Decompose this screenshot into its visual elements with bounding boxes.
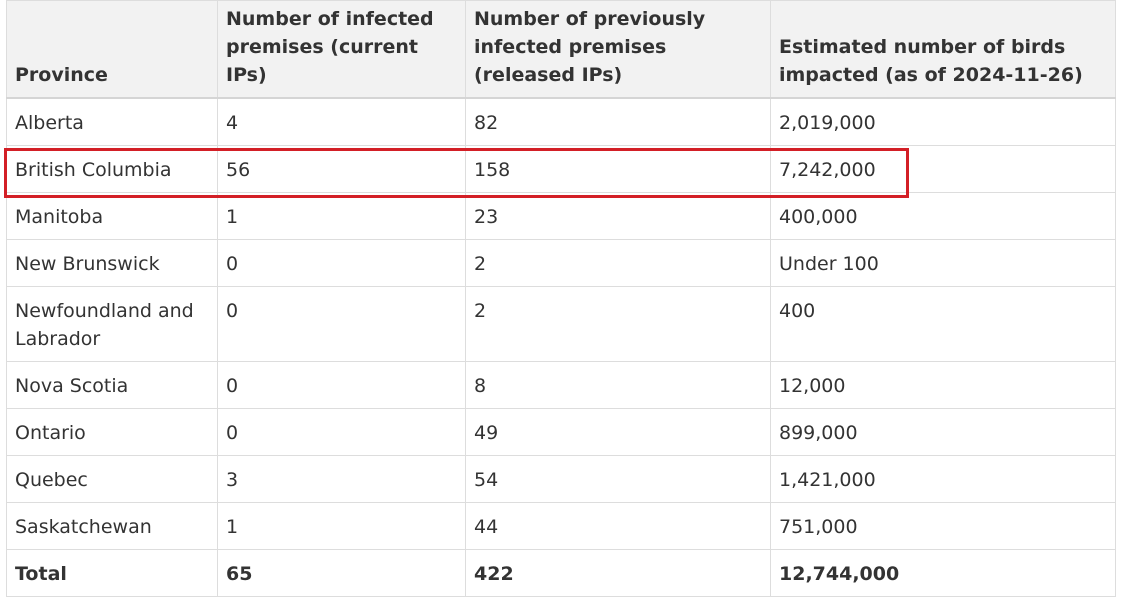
cell-province: Ontario [6, 408, 218, 456]
cell-birds-impacted: 751,000 [770, 502, 1116, 550]
cell-current-ips: 1 [217, 502, 466, 550]
table-row: Newfoundland and Labrador 0 2 400 [6, 286, 1116, 362]
table-row: Ontario 0 49 899,000 [6, 408, 1116, 456]
table-row: New Brunswick 0 2 Under 100 [6, 239, 1116, 287]
table-row-highlighted: British Columbia 56 158 7,242,000 [6, 145, 1116, 193]
cell-released-ips: 23 [465, 192, 771, 240]
table-row: Alberta 4 82 2,019,000 [6, 97, 1116, 146]
total-released-ips: 422 [465, 549, 771, 597]
cell-province: Saskatchewan [6, 502, 218, 550]
cell-province: Nova Scotia [6, 361, 218, 409]
cell-birds-impacted: 400,000 [770, 192, 1116, 240]
cell-birds-impacted: 2,019,000 [770, 97, 1116, 146]
cell-birds-impacted: 7,242,000 [770, 145, 1116, 193]
table-row: Nova Scotia 0 8 12,000 [6, 361, 1116, 409]
table-row: Saskatchewan 1 44 751,000 [6, 502, 1116, 550]
total-current-ips: 65 [217, 549, 466, 597]
province-table-container: Province Number of infected premises (cu… [6, 0, 1116, 597]
cell-province: Alberta [6, 97, 218, 146]
header-birds-impacted: Estimated number of birds impacted (as o… [770, 0, 1116, 99]
cell-birds-impacted: 899,000 [770, 408, 1116, 456]
cell-current-ips: 0 [217, 239, 466, 287]
table-body: Alberta 4 82 2,019,000 British Columbia … [6, 97, 1116, 597]
province-avian-influenza-table: Province Number of infected premises (cu… [6, 0, 1116, 597]
total-birds-impacted: 12,744,000 [770, 549, 1116, 597]
cell-current-ips: 3 [217, 455, 466, 503]
cell-province: Manitoba [6, 192, 218, 240]
cell-released-ips: 8 [465, 361, 771, 409]
header-province: Province [6, 0, 218, 99]
table-row: Manitoba 1 23 400,000 [6, 192, 1116, 240]
cell-current-ips: 0 [217, 286, 466, 362]
cell-birds-impacted: 1,421,000 [770, 455, 1116, 503]
table-total-row: Total 65 422 12,744,000 [6, 549, 1116, 597]
header-row: Province Number of infected premises (cu… [6, 0, 1116, 99]
cell-province: Newfoundland and Labrador [6, 286, 218, 362]
cell-released-ips: 44 [465, 502, 771, 550]
header-current-ips: Number of infected premises (current IPs… [217, 0, 466, 99]
cell-birds-impacted: Under 100 [770, 239, 1116, 287]
cell-released-ips: 82 [465, 97, 771, 146]
cell-province: New Brunswick [6, 239, 218, 287]
cell-released-ips: 2 [465, 286, 771, 362]
cell-current-ips: 0 [217, 361, 466, 409]
cell-released-ips: 158 [465, 145, 771, 193]
cell-province: British Columbia [6, 145, 218, 193]
cell-birds-impacted: 400 [770, 286, 1116, 362]
table-row: Quebec 3 54 1,421,000 [6, 455, 1116, 503]
cell-current-ips: 0 [217, 408, 466, 456]
total-label: Total [6, 549, 218, 597]
cell-birds-impacted: 12,000 [770, 361, 1116, 409]
cell-current-ips: 56 [217, 145, 466, 193]
cell-province: Quebec [6, 455, 218, 503]
cell-current-ips: 1 [217, 192, 466, 240]
cell-released-ips: 54 [465, 455, 771, 503]
cell-released-ips: 49 [465, 408, 771, 456]
header-released-ips: Number of previously infected premises (… [465, 0, 771, 99]
table-header: Province Number of infected premises (cu… [6, 0, 1116, 99]
cell-released-ips: 2 [465, 239, 771, 287]
cell-current-ips: 4 [217, 97, 466, 146]
